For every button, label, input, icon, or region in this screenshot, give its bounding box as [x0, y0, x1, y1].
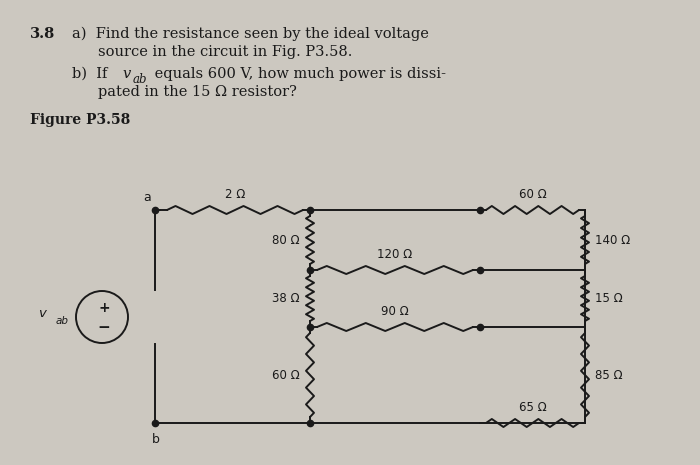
Text: b)  If: b) If — [72, 67, 112, 81]
Text: −: − — [97, 319, 111, 334]
Text: 3.8: 3.8 — [30, 27, 55, 41]
Text: 140 Ω: 140 Ω — [595, 233, 630, 246]
Text: 120 Ω: 120 Ω — [377, 248, 412, 261]
Text: 60 Ω: 60 Ω — [519, 188, 547, 201]
Text: 90 Ω: 90 Ω — [381, 305, 409, 318]
Text: a)  Find the resistance seen by the ideal voltage: a) Find the resistance seen by the ideal… — [72, 27, 429, 41]
Text: source in the circuit in Fig. P3.58.: source in the circuit in Fig. P3.58. — [98, 45, 352, 59]
Text: +: + — [98, 301, 110, 315]
Text: ab: ab — [56, 316, 69, 326]
Text: 85 Ω: 85 Ω — [595, 368, 622, 381]
Text: equals 600 V, how much power is dissi-: equals 600 V, how much power is dissi- — [150, 67, 446, 81]
Text: 38 Ω: 38 Ω — [272, 292, 300, 305]
Text: Figure P3.58: Figure P3.58 — [30, 113, 130, 127]
Text: 15 Ω: 15 Ω — [595, 292, 623, 305]
Text: pated in the 15 Ω resistor?: pated in the 15 Ω resistor? — [98, 85, 297, 99]
Text: ab: ab — [133, 73, 148, 86]
Text: 65 Ω: 65 Ω — [519, 401, 547, 414]
Text: v: v — [38, 306, 46, 319]
Text: v: v — [122, 67, 130, 81]
Text: 60 Ω: 60 Ω — [272, 368, 300, 381]
Text: b: b — [152, 433, 160, 446]
Text: a: a — [144, 191, 151, 204]
Text: 80 Ω: 80 Ω — [272, 233, 300, 246]
Text: 2 Ω: 2 Ω — [225, 188, 245, 201]
